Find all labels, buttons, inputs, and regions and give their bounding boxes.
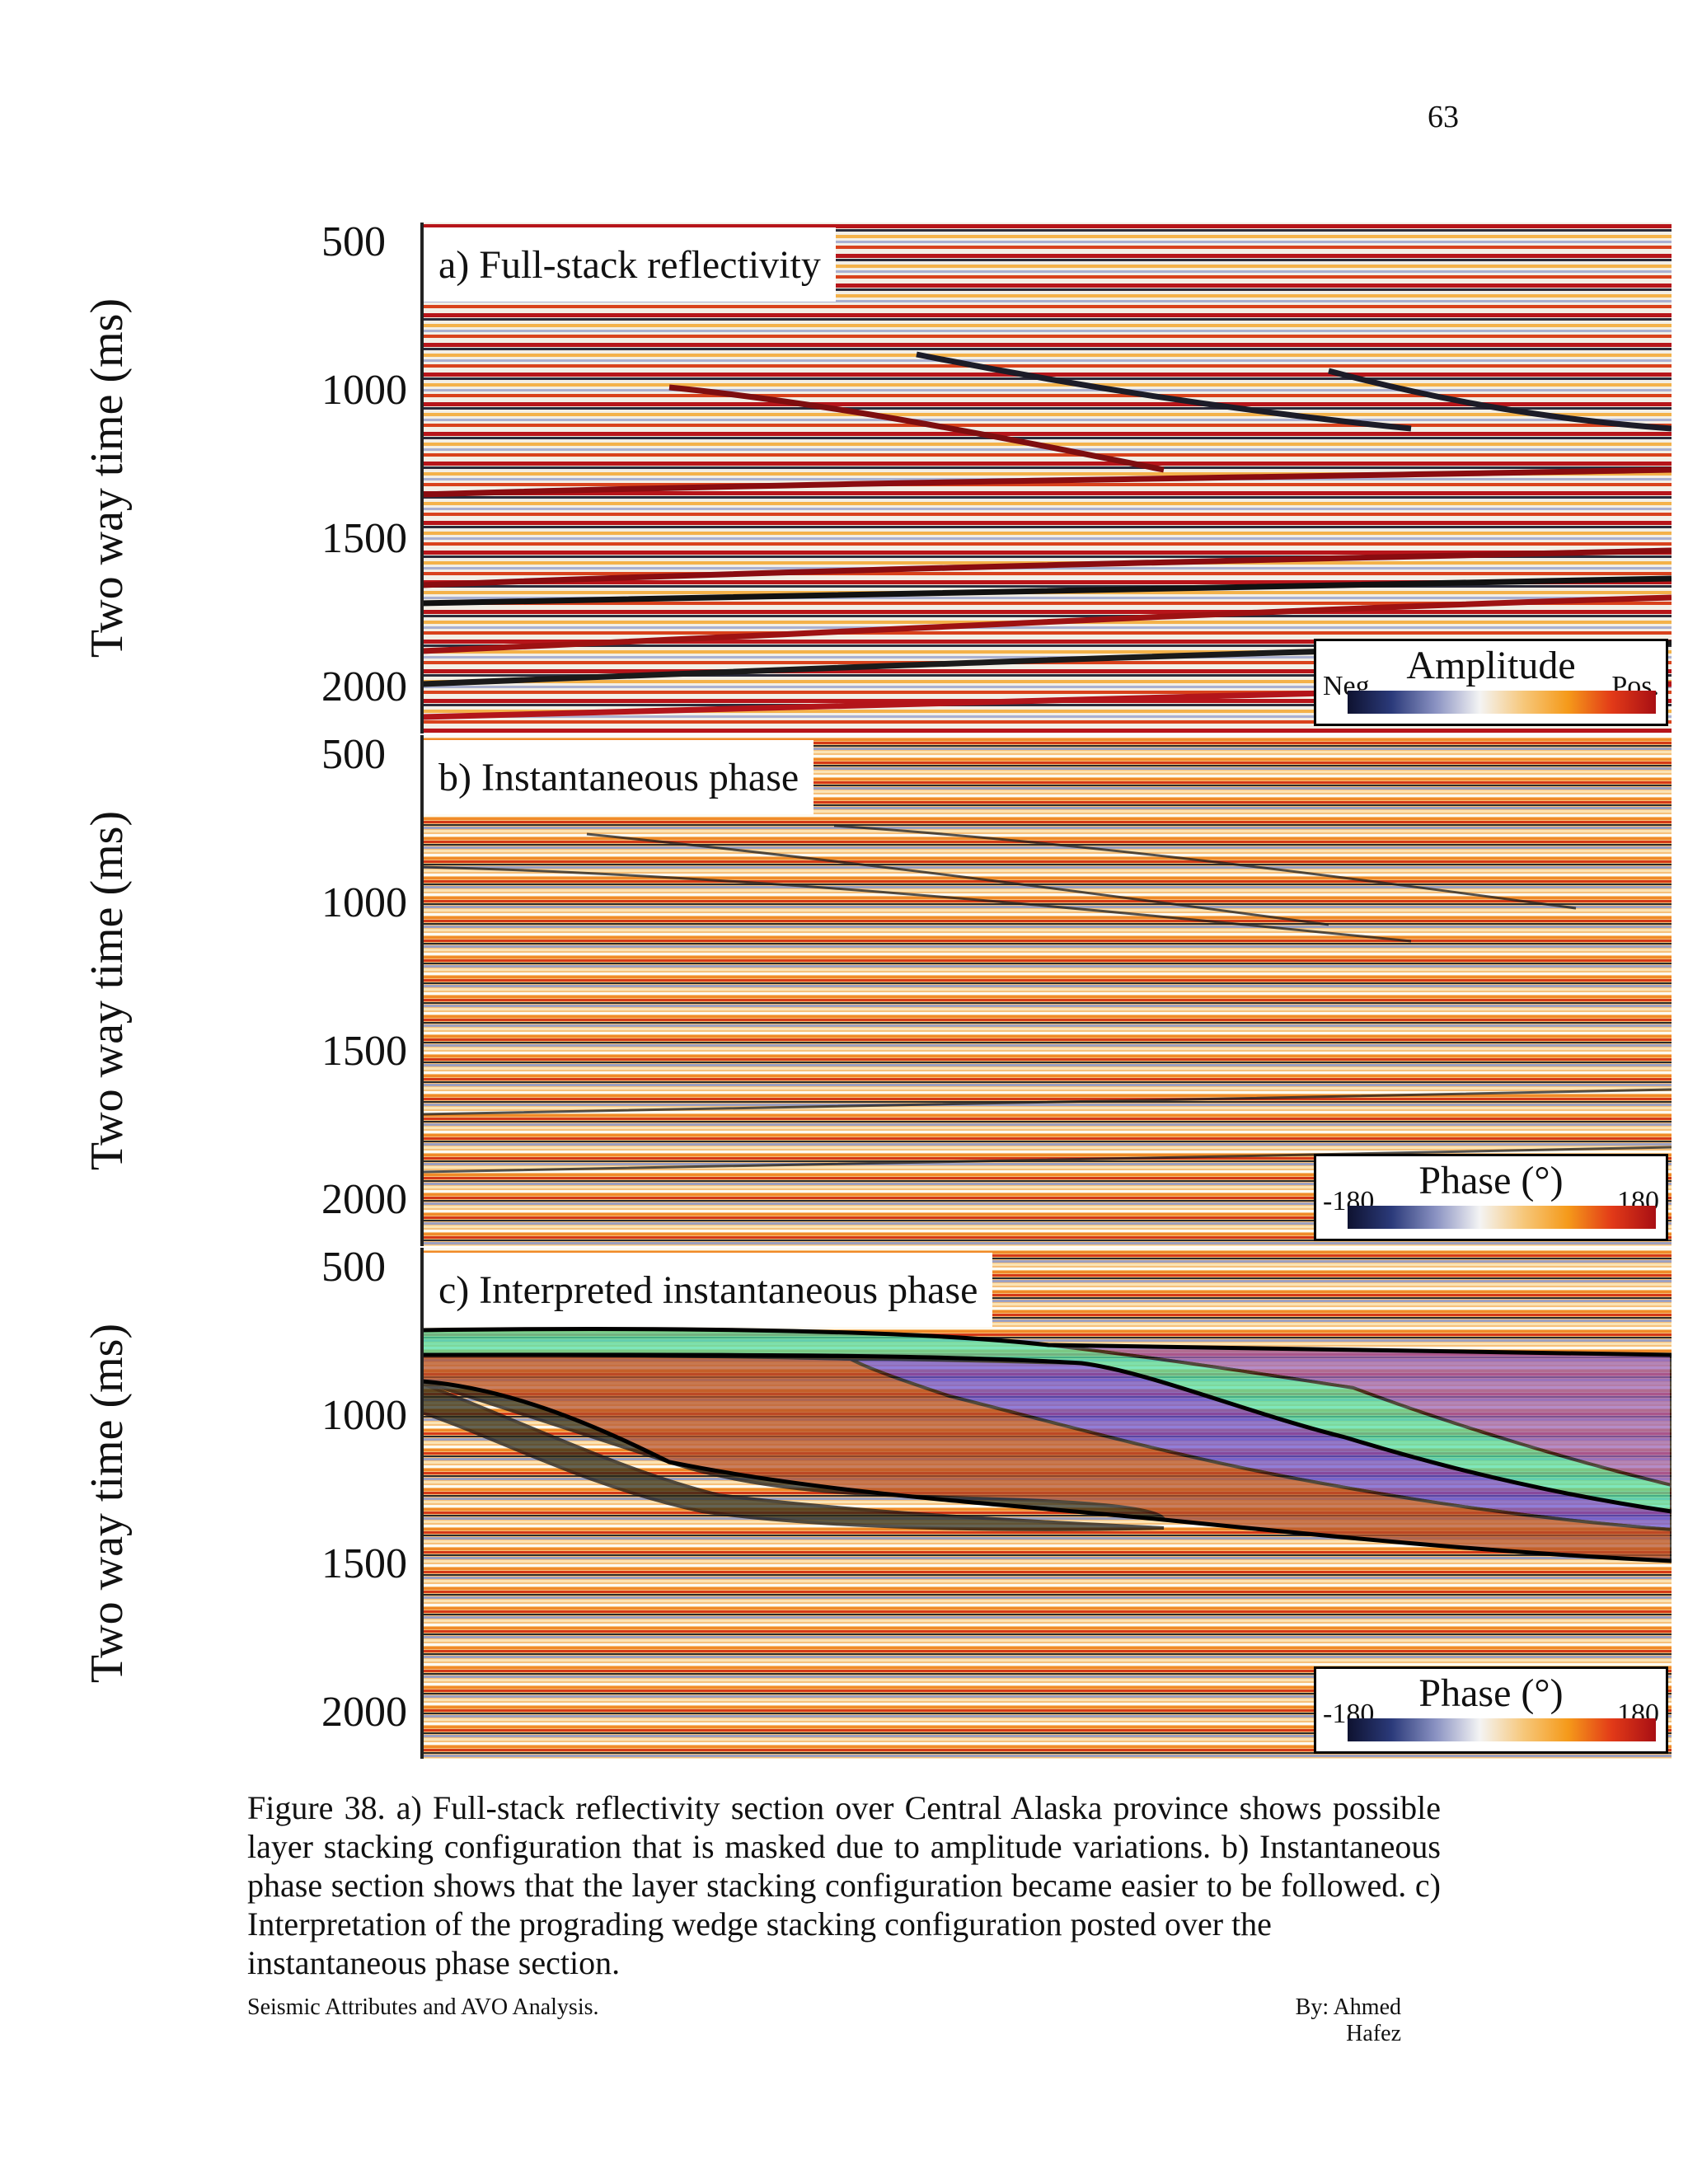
legend-title: Phase (°) [1418, 1671, 1564, 1715]
y-tick-1000: 1000 [321, 879, 407, 926]
panel-a-title: a) Full-stack reflectivity [424, 227, 836, 302]
y-tick-1500: 1500 [321, 1028, 407, 1075]
y-tick-1500: 1500 [321, 515, 407, 562]
colorbar [1348, 1206, 1656, 1229]
y-axis-line [420, 1248, 424, 1759]
y-tick-2000: 2000 [321, 1689, 407, 1736]
unit-dark-lower [422, 1381, 1165, 1531]
footer-left: Seismic Attributes and AVO Analysis. [247, 1994, 599, 2020]
panel-b-title: b) Instantaneous phase [424, 740, 814, 814]
y-tick-1000: 1000 [321, 367, 407, 414]
panel-c-title: c) Interpreted instantaneous phase [424, 1253, 993, 1327]
phase-legend: Phase (°) -180 180 [1314, 1666, 1668, 1754]
seismic-image-amplitude [422, 223, 1672, 733]
amplitude-legend: Amplitude Neg. Pos. [1314, 639, 1668, 726]
panel-b-instantaneous-phase: Two way time (ms) 500 1000 1500 2000 b) … [82, 731, 1672, 1246]
y-axis-line [420, 735, 424, 1246]
legend-title: Phase (°) [1418, 1159, 1564, 1202]
figure-caption: Figure 38. a) Full-stack reflectivity se… [247, 1788, 1441, 1982]
y-axis-line [420, 223, 424, 733]
y-tick-2000: 2000 [321, 663, 407, 710]
y-tick-1500: 1500 [321, 1540, 407, 1587]
y-tick-500: 500 [321, 218, 386, 265]
footer-right: By: Ahmed Hafez [1295, 1994, 1401, 2046]
caption-last-line: instantaneous phase section. [247, 1944, 621, 1981]
y-axis-label: Two way time (ms) [82, 1323, 133, 1684]
phase-legend: Phase (°) -180 180 [1314, 1154, 1668, 1241]
page-number: 63 [1428, 100, 1459, 134]
legend-title: Amplitude [1406, 644, 1576, 687]
seismic-image-interpreted [422, 1248, 1672, 1759]
caption-body: Figure 38. a) Full-stack reflectivity se… [247, 1789, 1441, 1943]
panel-c-interpreted-phase: Two way time (ms) 500 1000 1500 2000 c) … [82, 1244, 1672, 1759]
y-axis-label: Two way time (ms) [82, 298, 133, 658]
y-tick-500: 500 [321, 1244, 386, 1291]
y-tick-2000: 2000 [321, 1176, 407, 1223]
colorbar [1348, 691, 1656, 714]
y-axis-label: Two way time (ms) [82, 810, 133, 1171]
y-tick-1000: 1000 [321, 1392, 407, 1439]
y-tick-500: 500 [321, 731, 386, 778]
colorbar [1348, 1718, 1656, 1741]
panel-a-full-stack: Two way time (ms) 500 1000 1500 2000 a) … [82, 218, 1672, 733]
